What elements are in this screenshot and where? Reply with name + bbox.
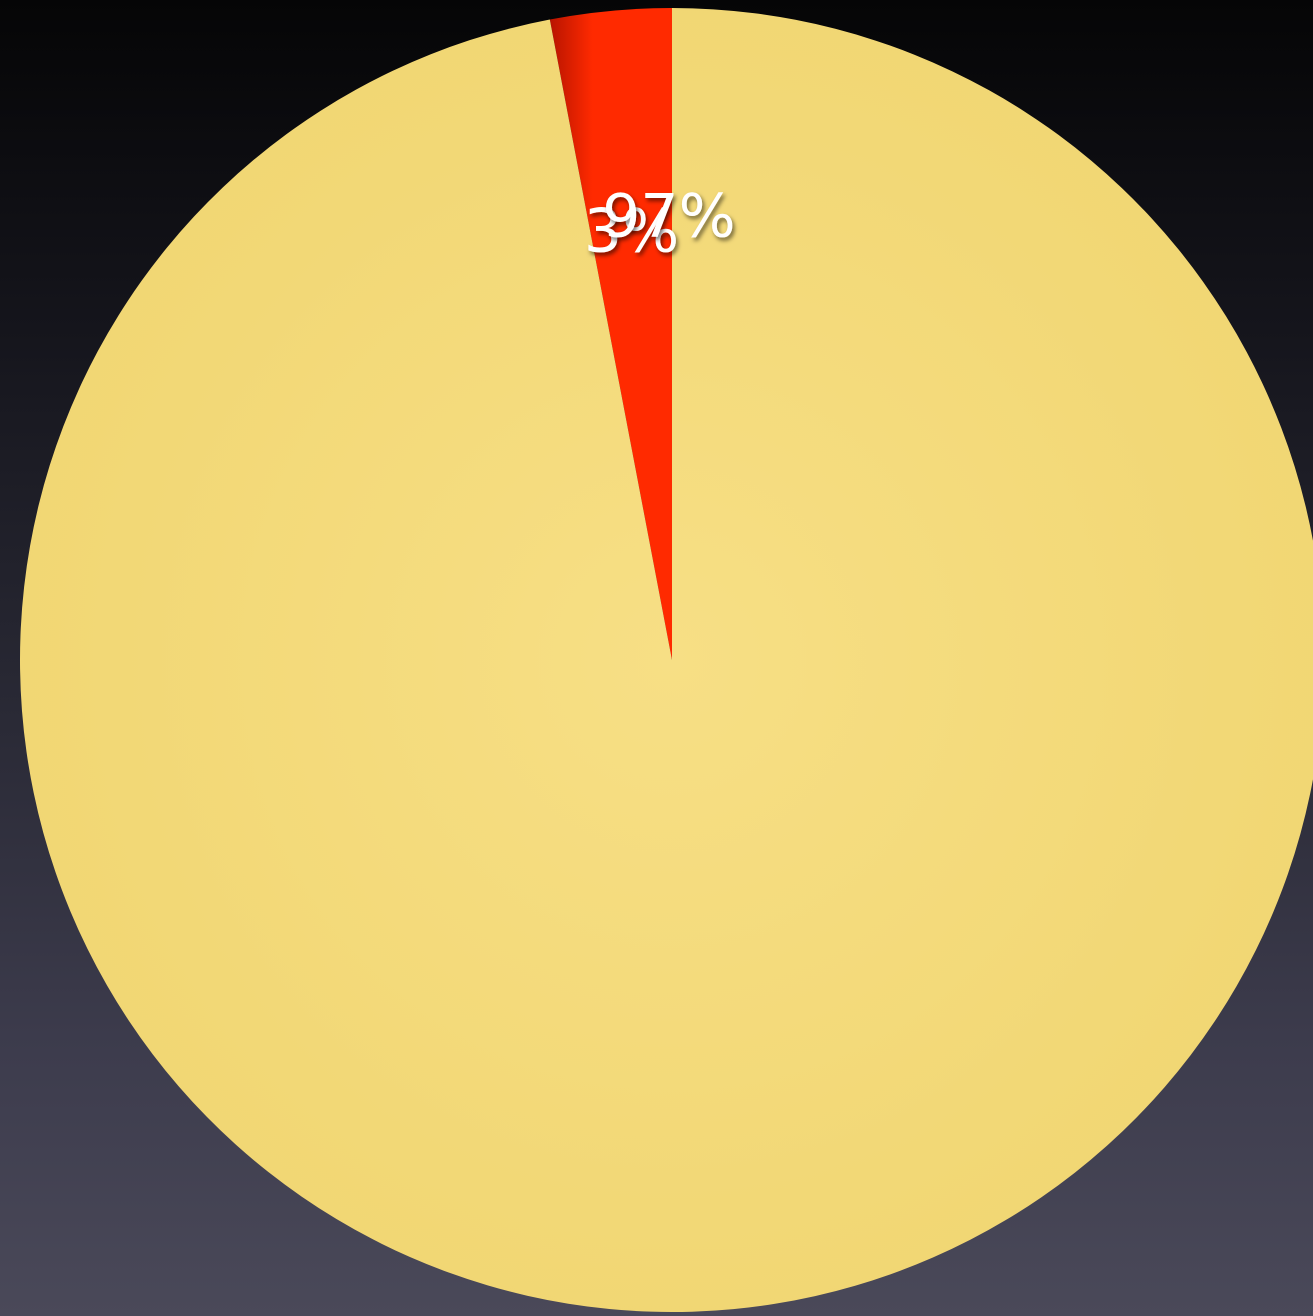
pie-slice-3 [549,7,672,660]
slice-label-97: 97% [602,182,735,252]
pie-slices [20,7,1313,1312]
pie-labels: 3%97% [584,182,736,267]
slice-label-3: 3% [584,197,679,267]
pie-slice-97 [20,8,1313,1312]
